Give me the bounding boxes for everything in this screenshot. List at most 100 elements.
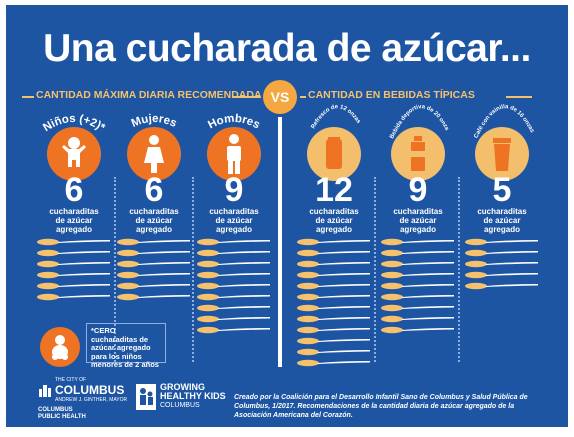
caption-line-3: agregado (215, 225, 252, 234)
caption-line-3: agregado (483, 225, 520, 234)
spoon-icon (36, 270, 112, 281)
teaspoon-caption: cucharaditas de azúcar agregado (34, 207, 114, 234)
spoon-icon (196, 303, 272, 314)
spoon-icon (296, 292, 372, 303)
caption-line-1: cucharaditas (393, 207, 443, 216)
caption-line-3: agregado (55, 225, 92, 234)
section-left-heading: CANTIDAD MÁXIMA DIARIA RECOMENDADA (36, 89, 262, 101)
teaspoon-caption: cucharaditas de azúcar agregado (294, 207, 374, 234)
column-label-arc: Mujeres (130, 113, 179, 130)
spoon-icon (296, 358, 372, 369)
dotted-separator (458, 177, 460, 362)
logo1-sub1: COLUMBUS (38, 407, 73, 413)
kids-figures-icon (136, 383, 156, 410)
spoon-icon (116, 281, 192, 292)
spoon-icon (380, 292, 456, 303)
spoon-icon (380, 259, 456, 270)
caption-line-1: cucharaditas (209, 207, 259, 216)
spoon-icon (196, 259, 272, 270)
logo1-small: THE CITY OF (55, 377, 87, 383)
logo1-tag: ANDREW J. GINTHER, MAYOR (55, 397, 128, 403)
section-right-heading: CANTIDAD EN BEBIDAS TÍPICAS (308, 89, 475, 101)
column-label-arc: Hombres (206, 113, 261, 132)
rule-left-start (22, 96, 34, 98)
spoon-icon (296, 248, 372, 259)
spoon-icon (464, 259, 540, 270)
spoon-icon (36, 292, 112, 303)
spoon-icon (296, 325, 372, 336)
man-icon (227, 134, 241, 174)
spoon-icon (36, 237, 112, 248)
credit-text: Creado por la Coalición para el Desarrol… (234, 394, 528, 419)
teaspoon-count: 6 (64, 171, 84, 209)
caption-line-1: cucharaditas (477, 207, 527, 216)
caption-line-2: de azúcar (135, 216, 173, 225)
rule-left-end (232, 96, 260, 98)
spoon-icon (116, 270, 192, 281)
spoon-icon (296, 314, 372, 325)
caption-line-1: cucharaditas (309, 207, 359, 216)
caption-line-2: de azúcar (55, 216, 93, 225)
spoon-icon (380, 237, 456, 248)
spoon-icon (380, 270, 456, 281)
baby-icon (40, 327, 80, 367)
logo2-line2: HEALTHY KIDS (160, 391, 226, 401)
logo2-line3: COLUMBUS (160, 402, 200, 409)
caption-line-3: agregado (399, 225, 436, 234)
coffee-cup-icon (493, 138, 511, 171)
logo2-line1: GROWING (160, 382, 205, 392)
caption-line-1: cucharaditas (129, 207, 179, 216)
spoon-icon (296, 270, 372, 281)
vs-badge: VS (263, 80, 297, 114)
caption-line-3: agregado (315, 225, 352, 234)
spoon-icon (196, 281, 272, 292)
teaspoon-count: 6 (144, 171, 164, 209)
column-label-arc: Refresco de 12 onzas (310, 104, 361, 130)
infographic: Una cucharada de azúcar... CANTIDAD MÁXI… (6, 5, 568, 427)
icon-circle (47, 127, 101, 181)
page-title: Una cucharada de azúcar... (43, 27, 531, 70)
spoon-icon (464, 237, 540, 248)
icon-circle (207, 127, 261, 181)
spoon-icon (116, 237, 192, 248)
woman-icon (144, 135, 164, 173)
dotted-separator (374, 177, 376, 362)
spoon-stack (380, 237, 456, 336)
spoon-icon (116, 292, 192, 303)
caption-line-2: de azúcar (215, 216, 253, 225)
icon-circle (475, 127, 529, 181)
spoon-icon (296, 303, 372, 314)
spoon-icon (296, 336, 372, 347)
logo1-big: COLUMBUS (55, 383, 125, 397)
spoon-icon (380, 314, 456, 325)
spoon-icon (116, 259, 192, 270)
spoon-icon (380, 303, 456, 314)
spoon-icon (196, 237, 272, 248)
teaspoon-caption: cucharaditas de azúcar agregado (378, 207, 458, 234)
caption-line-2: de azúcar (483, 216, 521, 225)
caption-line-2: de azúcar (315, 216, 353, 225)
spoon-icon (196, 325, 272, 336)
spoon-icon (36, 248, 112, 259)
logo1-sub2: PUBLIC HEALTH (38, 414, 86, 420)
spoon-icon (296, 259, 372, 270)
icon-circle (127, 127, 181, 181)
column-label-arc: Niños (+2)* (41, 113, 107, 135)
rule-right-end (506, 96, 532, 98)
child-icon (62, 137, 86, 167)
spoon-stack (36, 237, 112, 303)
growing-healthy-kids-logo: GROWING HEALTHY KIDS COLUMBUS (136, 383, 226, 410)
spoon-icon (36, 259, 112, 270)
spoon-icon (380, 281, 456, 292)
teaspoon-count: 12 (315, 171, 353, 209)
teaspoon-count: 5 (492, 171, 512, 209)
spoon-stack (116, 237, 192, 303)
city-skyline-icon (39, 385, 51, 397)
spoon-stack (196, 237, 272, 336)
spoon-icon (296, 237, 372, 248)
teaspoon-count: 9 (224, 171, 244, 209)
teaspoon-caption: cucharaditas de azúcar agregado (194, 207, 274, 234)
spoon-icon (464, 281, 540, 292)
column-label: Mujeres (130, 113, 179, 130)
vertical-divider (278, 117, 282, 367)
